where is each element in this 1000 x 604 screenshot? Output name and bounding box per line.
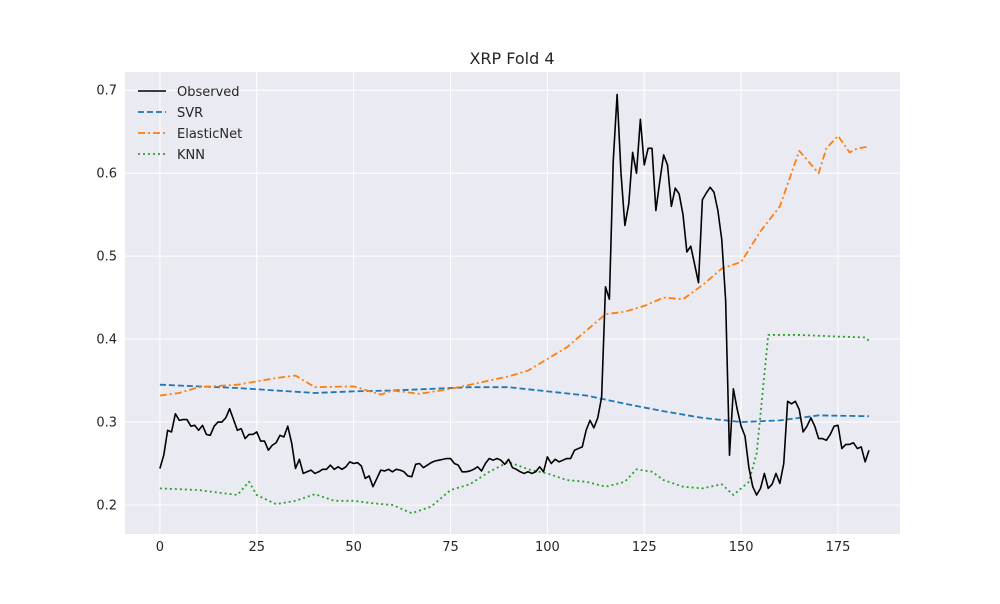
- series-line-knn: [159, 334, 870, 515]
- y-tick-label: 0.4: [96, 333, 117, 348]
- x-axis-ticks: 0 25 50 75 100 125 150 175: [156, 540, 851, 555]
- x-tick-label: 150: [729, 540, 754, 555]
- x-tick-label: 125: [632, 540, 657, 555]
- y-axis-ticks: 0.2 0.3 0.4 0.5 0.6 0.7: [96, 84, 117, 514]
- grid-lines: [125, 72, 900, 534]
- x-tick-label: 175: [826, 540, 851, 555]
- series-line-observed: [159, 93, 870, 496]
- y-tick-label: 0.6: [96, 167, 117, 182]
- chart-title: XRP Fold 4: [469, 49, 554, 68]
- y-tick-label: 0.5: [96, 250, 117, 265]
- y-tick-label: 0.7: [96, 84, 117, 99]
- x-tick-label: 50: [345, 540, 362, 555]
- plot-area: [125, 72, 900, 534]
- legend: Observed SVR ElasticNet KNN: [138, 85, 242, 163]
- y-tick-label: 0.3: [96, 416, 117, 431]
- series-line-elasticnet: [159, 134, 870, 397]
- legend-label-observed: Observed: [177, 85, 240, 100]
- legend-label-elasticnet: ElasticNet: [177, 127, 242, 142]
- legend-label-svr: SVR: [177, 106, 203, 121]
- x-tick-label: 100: [535, 540, 560, 555]
- series-layer: [159, 93, 870, 515]
- legend-label-knn: KNN: [177, 148, 205, 163]
- x-tick-label: 25: [248, 540, 265, 555]
- x-tick-label: 75: [442, 540, 459, 555]
- y-tick-label: 0.2: [96, 498, 117, 513]
- x-tick-label: 0: [156, 540, 164, 555]
